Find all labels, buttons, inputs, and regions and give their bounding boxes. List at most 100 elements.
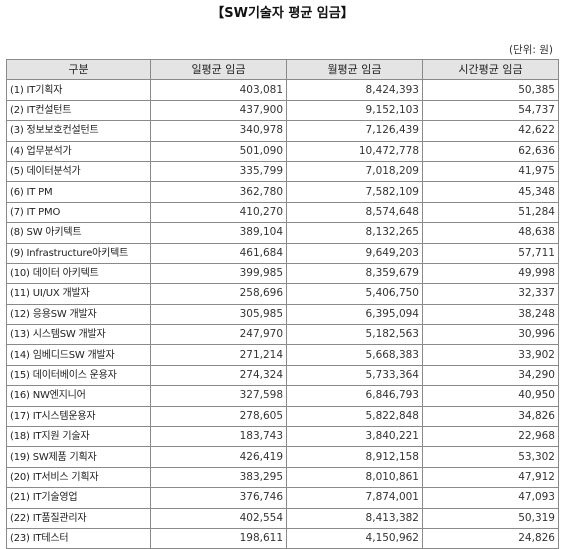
table-row: (10) 데이터 아키텍트 399,985 8,359,679 49,998 bbox=[6, 262, 559, 285]
table-row: (3) 정보보호컨설턴트 340,978 7,126,439 42,622 bbox=[6, 120, 559, 142]
daily-wage-cell: 247,970 bbox=[150, 324, 287, 346]
header-category: 구분 bbox=[6, 58, 151, 81]
hourly-wage-cell: 50,319 bbox=[422, 507, 559, 529]
hourly-wage-cell: 45,348 bbox=[422, 181, 559, 203]
daily-wage-cell: 399,985 bbox=[150, 262, 287, 285]
table-row: (18) IT지원 기술자 183,743 3,840,221 22,968 bbox=[6, 426, 559, 448]
job-title-cell: (10) 데이터 아키텍트 bbox=[6, 262, 151, 285]
table-row: (1) IT기획자 403,081 8,424,393 50,385 bbox=[6, 79, 559, 101]
hourly-wage-cell: 42,622 bbox=[422, 120, 559, 142]
table-row: (9) Infrastructure아키텍트 461,684 9,649,203 57… bbox=[6, 242, 559, 264]
daily-wage-cell: 426,419 bbox=[150, 446, 287, 468]
table-row: (2) IT컨설턴트 437,900 9,152,103 54,737 bbox=[6, 99, 559, 122]
table-row: (8) SW 아키텍트 389,104 8,132,265 48,638 bbox=[6, 222, 559, 244]
table-row: (13) 시스템SW 개발자 247,970 5,182,563 30,996 bbox=[6, 324, 559, 346]
daily-wage-cell: 437,900 bbox=[150, 99, 287, 122]
unit-note: (단위: 원) bbox=[508, 44, 553, 56]
monthly-wage-cell: 5,668,383 bbox=[286, 344, 423, 366]
job-title-cell: (13) 시스템SW 개발자 bbox=[6, 324, 151, 346]
hourly-wage-cell: 34,826 bbox=[422, 405, 559, 428]
hourly-wage-cell: 48,638 bbox=[422, 222, 559, 244]
hourly-wage-cell: 38,248 bbox=[422, 303, 559, 326]
monthly-wage-cell: 7,018,209 bbox=[286, 160, 423, 183]
table-row: (5) 데이터분석가 335,799 7,018,209 41,975 bbox=[6, 160, 559, 183]
job-title-cell: (15) 데이터베이스 운용자 bbox=[6, 364, 151, 387]
table-row: (16) NW엔지니어 327,598 6,846,793 40,950 bbox=[6, 385, 559, 407]
job-title-cell: (22) IT품질관리자 bbox=[6, 507, 151, 529]
job-title-cell: (2) IT컨설턴트 bbox=[6, 99, 151, 122]
wage-table: 구분 일평균 임금 월평균 임금 시간평균 임금 (1) IT기획자 403,08… bbox=[6, 58, 559, 549]
daily-wage-cell: 327,598 bbox=[150, 385, 287, 407]
daily-wage-cell: 335,799 bbox=[150, 160, 287, 183]
table-row: (12) 응용SW 개발자 305,985 6,395,094 38,248 bbox=[6, 303, 559, 326]
job-title-cell: (21) IT기술영업 bbox=[6, 487, 151, 509]
hourly-wage-cell: 34,290 bbox=[422, 364, 559, 387]
table-row: (6) IT PM 362,780 7,582,109 45,348 bbox=[6, 181, 559, 203]
job-title-cell: (5) 데이터분석가 bbox=[6, 160, 151, 183]
hourly-wage-cell: 30,996 bbox=[422, 324, 559, 346]
job-title-cell: (16) NW엔지니어 bbox=[6, 385, 151, 407]
monthly-wage-cell: 8,424,393 bbox=[286, 79, 423, 101]
monthly-wage-cell: 7,126,439 bbox=[286, 120, 423, 142]
monthly-wage-cell: 6,846,793 bbox=[286, 385, 423, 407]
daily-wage-cell: 402,554 bbox=[150, 507, 287, 529]
table-row: (19) SW제품 기획자 426,419 8,912,158 53,302 bbox=[6, 446, 559, 468]
hourly-wage-cell: 57,711 bbox=[422, 242, 559, 264]
hourly-wage-cell: 49,998 bbox=[422, 262, 559, 285]
hourly-wage-cell: 22,968 bbox=[422, 426, 559, 448]
monthly-wage-cell: 8,574,648 bbox=[286, 201, 423, 224]
table-row: (22) IT품질관리자 402,554 8,413,382 50,319 bbox=[6, 507, 559, 529]
job-title-cell: (12) 응용SW 개발자 bbox=[6, 303, 151, 326]
table-row: (17) IT시스템운용자 278,605 5,822,848 34,826 bbox=[6, 405, 559, 428]
monthly-wage-cell: 9,152,103 bbox=[286, 99, 423, 122]
job-title-cell: (7) IT PMO bbox=[6, 201, 151, 224]
job-title-cell: (18) IT지원 기술자 bbox=[6, 426, 151, 448]
hourly-wage-cell: 33,902 bbox=[422, 344, 559, 366]
header-daily-wage: 일평균 임금 bbox=[150, 58, 287, 81]
daily-wage-cell: 383,295 bbox=[150, 466, 287, 489]
daily-wage-cell: 274,324 bbox=[150, 364, 287, 387]
hourly-wage-cell: 41,975 bbox=[422, 160, 559, 183]
job-title-cell: (11) UI/UX 개발자 bbox=[6, 283, 151, 305]
hourly-wage-cell: 47,093 bbox=[422, 487, 559, 509]
monthly-wage-cell: 7,874,001 bbox=[286, 487, 423, 509]
daily-wage-cell: 362,780 bbox=[150, 181, 287, 203]
daily-wage-cell: 258,696 bbox=[150, 283, 287, 305]
monthly-wage-cell: 7,582,109 bbox=[286, 181, 423, 203]
daily-wage-cell: 376,746 bbox=[150, 487, 287, 509]
daily-wage-cell: 305,985 bbox=[150, 303, 287, 326]
header-hourly-wage: 시간평균 임금 bbox=[422, 58, 559, 81]
monthly-wage-cell: 10,472,778 bbox=[286, 140, 423, 162]
job-title-cell: (19) SW제품 기획자 bbox=[6, 446, 151, 468]
daily-wage-cell: 183,743 bbox=[150, 426, 287, 448]
monthly-wage-cell: 8,359,679 bbox=[286, 262, 423, 285]
job-title-cell: (20) IT서비스 기획자 bbox=[6, 466, 151, 489]
table-row: (11) UI/UX 개발자 258,696 5,406,750 32,337 bbox=[6, 283, 559, 305]
monthly-wage-cell: 3,840,221 bbox=[286, 426, 423, 448]
hourly-wage-cell: 50,385 bbox=[422, 79, 559, 101]
daily-wage-cell: 389,104 bbox=[150, 222, 287, 244]
hourly-wage-cell: 51,284 bbox=[422, 201, 559, 224]
table-row: (7) IT PMO 410,270 8,574,648 51,284 bbox=[6, 201, 559, 224]
monthly-wage-cell: 9,649,203 bbox=[286, 242, 423, 264]
hourly-wage-cell: 62,636 bbox=[422, 140, 559, 162]
monthly-wage-cell: 8,010,861 bbox=[286, 466, 423, 489]
job-title-cell: (1) IT기획자 bbox=[6, 79, 151, 101]
daily-wage-cell: 461,684 bbox=[150, 242, 287, 264]
daily-wage-cell: 271,214 bbox=[150, 344, 287, 366]
daily-wage-cell: 403,081 bbox=[150, 79, 287, 101]
monthly-wage-cell: 5,733,364 bbox=[286, 364, 423, 387]
daily-wage-cell: 410,270 bbox=[150, 201, 287, 224]
job-title-cell: (14) 임베디드SW 개발자 bbox=[6, 344, 151, 366]
job-title-cell: (4) 업무분석가 bbox=[6, 140, 151, 162]
job-title-cell: (9) Infrastructure아키텍트 bbox=[6, 242, 151, 264]
monthly-wage-cell: 5,182,563 bbox=[286, 324, 423, 346]
table-row: (14) 임베디드SW 개발자 271,214 5,668,383 33,902 bbox=[6, 344, 559, 366]
table-row: (20) IT서비스 기획자 383,295 8,010,861 47,912 bbox=[6, 466, 559, 489]
job-title-cell: (6) IT PM bbox=[6, 181, 151, 203]
table-row: (15) 데이터베이스 운용자 274,324 5,733,364 34,290 bbox=[6, 364, 559, 387]
header-monthly-wage: 월평균 임금 bbox=[286, 58, 423, 81]
job-title-cell: (17) IT시스템운용자 bbox=[6, 405, 151, 428]
monthly-wage-cell: 5,822,848 bbox=[286, 405, 423, 428]
monthly-wage-cell: 5,406,750 bbox=[286, 283, 423, 305]
